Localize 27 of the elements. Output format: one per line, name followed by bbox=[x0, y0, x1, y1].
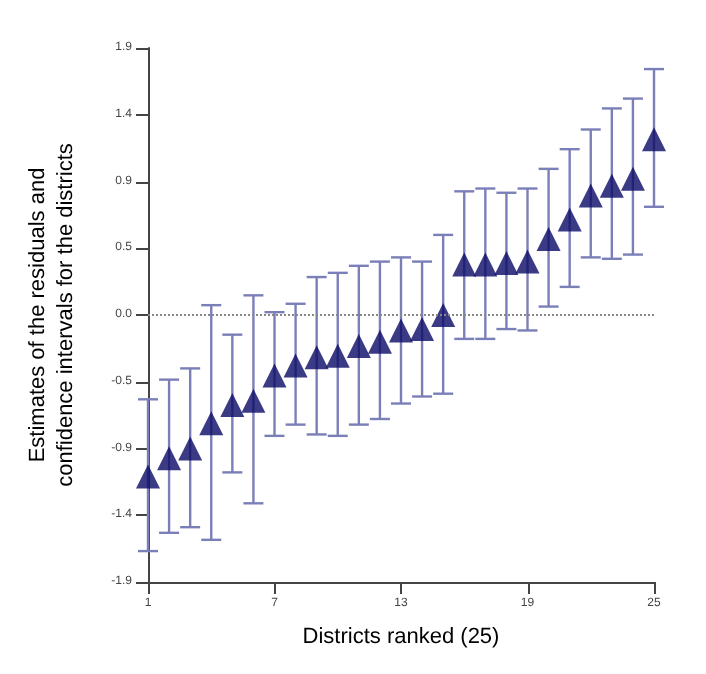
point bbox=[199, 411, 224, 436]
point bbox=[452, 252, 477, 277]
point bbox=[410, 317, 435, 342]
point bbox=[473, 252, 498, 277]
point bbox=[283, 353, 308, 378]
point bbox=[241, 388, 266, 413]
point bbox=[515, 249, 540, 274]
point bbox=[178, 436, 203, 461]
x-axis-title: Districts ranked (25) bbox=[302, 625, 500, 649]
point bbox=[262, 363, 287, 388]
point bbox=[367, 329, 392, 354]
point bbox=[346, 333, 371, 358]
point bbox=[157, 446, 182, 471]
point bbox=[620, 166, 645, 191]
point bbox=[494, 251, 519, 276]
point bbox=[557, 207, 582, 232]
y-axis-title: Estimates of the residuals and confidence intervals for the districts bbox=[26, 142, 78, 487]
point bbox=[536, 227, 561, 252]
point bbox=[389, 318, 413, 343]
point bbox=[136, 464, 160, 489]
point bbox=[220, 392, 245, 417]
point bbox=[599, 173, 624, 198]
point bbox=[325, 343, 350, 368]
point bbox=[642, 127, 666, 152]
point bbox=[578, 183, 603, 208]
point bbox=[431, 303, 456, 327]
point bbox=[304, 345, 329, 370]
